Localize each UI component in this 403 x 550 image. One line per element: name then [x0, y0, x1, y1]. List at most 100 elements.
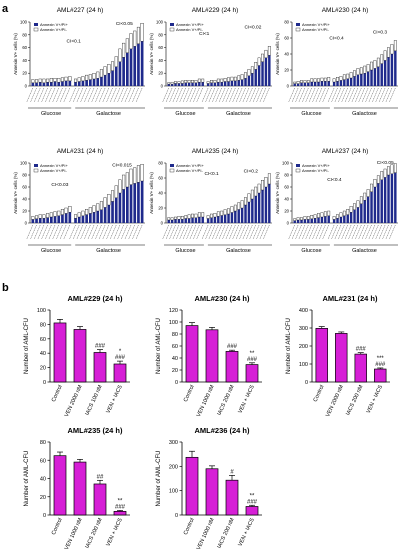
bar-pi-pos [320, 217, 324, 223]
bar-pi-pos [261, 61, 264, 86]
x-tick-label-mark [368, 87, 376, 103]
x-tick-label: VEN + IACS [106, 517, 124, 547]
bar-pi-neg [210, 80, 213, 83]
x-tick-label: VEN 1000 nM [196, 517, 216, 550]
bar-pi-neg [227, 77, 230, 82]
bar-pi-neg [257, 183, 261, 194]
chart-title: AML#229 (24 h) [192, 7, 239, 14]
bar-pi-neg [264, 49, 268, 59]
x-tick-label-mark [113, 87, 121, 103]
x-tick-label-mark [319, 87, 326, 103]
bar-pi-neg [122, 42, 126, 58]
bar-pi-neg [257, 57, 261, 66]
bar-pi-pos [201, 217, 204, 223]
x-tick-label-mark [334, 224, 342, 240]
bar-pi-pos [213, 82, 217, 86]
x-tick-label-mark [176, 224, 183, 240]
bar-pi-pos [346, 78, 349, 86]
x-tick-label-mark [186, 224, 193, 240]
significance-label: ### [247, 357, 258, 363]
bar-pi-neg [64, 76, 68, 82]
bar-pi-neg [57, 78, 61, 83]
bar-pi-pos [167, 84, 170, 86]
bar-pi-neg [244, 72, 247, 79]
bar-pi-pos [303, 219, 307, 223]
bar-pi-pos [61, 81, 64, 86]
bar-pi-neg [64, 207, 68, 214]
bar-pi-pos [387, 175, 390, 223]
bar-pi-neg [310, 215, 314, 219]
x-tick-label-mark [315, 224, 323, 240]
bar-pi-neg [133, 167, 137, 184]
bar-pi-pos [343, 79, 346, 86]
y-tick-label: 40 [158, 191, 163, 196]
bar-pi-neg [233, 76, 237, 82]
x-tick-label-mark [249, 87, 256, 103]
significance-label: ** [250, 351, 255, 357]
bar-pi-neg [313, 214, 317, 219]
x-tick-label: Control [183, 517, 196, 536]
x-tick-label-mark [102, 224, 110, 240]
x-tick-label-mark [331, 224, 338, 240]
y-tick-label: 100 [37, 308, 46, 314]
x-tick-label-mark [205, 224, 212, 240]
bar-pi-neg [99, 201, 103, 210]
y-tick-label: 20 [158, 206, 163, 211]
group-label-galactose: Galactose [96, 248, 121, 254]
x-tick-label-mark [338, 224, 345, 240]
bar-pi-pos [81, 80, 85, 86]
bar-pi-neg [254, 186, 258, 197]
y-axis-label: Annexin V+ cells (%) [149, 172, 154, 214]
x-tick-label-mark [344, 87, 352, 103]
bar-pi-pos [300, 220, 303, 223]
x-tick-label-mark [73, 87, 80, 103]
y-tick-label: 60 [22, 185, 27, 190]
x-tick-label-mark [295, 224, 302, 240]
bar-pi-pos [377, 66, 380, 86]
bar-pi-pos [57, 215, 61, 223]
x-tick-label-mark [135, 224, 143, 240]
bar-pi-pos [339, 80, 343, 86]
bar-pi-neg [194, 80, 198, 83]
bar-pi-pos [349, 212, 353, 223]
bar-pi-neg [180, 216, 184, 220]
x-tick-label-mark [179, 87, 186, 103]
bar-pi-neg [383, 50, 387, 61]
x-tick-label-mark [322, 87, 329, 103]
x-tick-label-mark [235, 224, 243, 240]
bar-pi-pos [133, 46, 137, 86]
bar-pi-neg [77, 77, 81, 82]
bar-pi-neg [42, 214, 46, 219]
ci-annotation: CI<0.2 [244, 169, 259, 175]
x-tick-label-mark [298, 87, 306, 103]
bar-pi-pos [74, 82, 77, 86]
significance-label: # [230, 469, 234, 475]
bar-pi-neg [201, 212, 205, 218]
bar-pi-pos [35, 218, 38, 223]
bar-pi-neg [373, 179, 377, 188]
x-tick-label-mark [218, 224, 226, 240]
significance-label: ** [118, 498, 123, 504]
bar-pi-neg [74, 78, 78, 83]
bar-pi-pos [296, 220, 300, 223]
bar-pi-pos [103, 75, 107, 86]
group-label-galactose: Galactose [352, 111, 377, 117]
bar-pi-neg [122, 174, 126, 190]
bar-pi-pos [174, 219, 177, 223]
bar-pi-pos [223, 214, 227, 223]
bar-pi-pos [92, 212, 96, 223]
y-tick-label: 100 [20, 20, 28, 25]
bar-pi-neg [220, 78, 224, 83]
bar-pi-neg [201, 78, 205, 83]
bar-pi-pos [217, 82, 220, 86]
bar-pi-neg [370, 61, 373, 71]
x-tick-label-mark [375, 224, 382, 240]
x-tick-label-mark [84, 224, 91, 240]
bar-pi-neg [306, 216, 310, 220]
bar-pi-neg [363, 192, 367, 201]
x-tick-label-mark [52, 87, 59, 103]
ci-annotation: CI<0.02 [244, 24, 261, 30]
y-tick-label: 60 [158, 176, 163, 181]
bar-pi-pos [353, 209, 356, 223]
x-tick-label-mark [113, 224, 121, 240]
